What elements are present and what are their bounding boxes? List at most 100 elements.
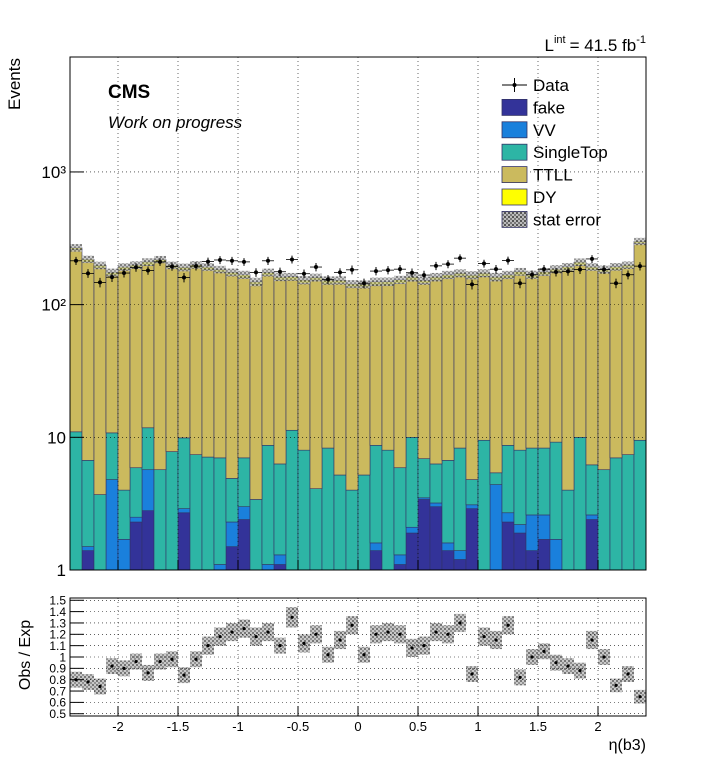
histogram-bar bbox=[273, 554, 287, 565]
histogram-bar bbox=[381, 449, 395, 570]
histogram-bar bbox=[225, 546, 239, 570]
stat-error-band bbox=[286, 272, 298, 281]
data-point bbox=[158, 259, 162, 264]
ratio-point bbox=[518, 675, 522, 680]
histogram-bar bbox=[465, 479, 479, 506]
ratio-point bbox=[302, 641, 306, 645]
histogram-bar bbox=[105, 479, 119, 570]
data-point bbox=[458, 256, 462, 261]
histogram-bar bbox=[465, 504, 479, 509]
ratio-point bbox=[326, 653, 330, 657]
y-tick-label: 0.5 bbox=[49, 707, 66, 721]
stat-error-band bbox=[250, 277, 262, 287]
histogram-bar bbox=[453, 550, 467, 560]
histogram-bar bbox=[405, 532, 419, 570]
x-tick-label: 2 bbox=[594, 719, 601, 734]
ratio-point bbox=[254, 634, 258, 639]
histogram-bar bbox=[441, 550, 455, 570]
histogram-bar bbox=[525, 550, 539, 570]
data-point bbox=[614, 281, 618, 286]
stat-error-band bbox=[394, 275, 406, 285]
x-tick-label: 0 bbox=[354, 719, 361, 734]
data-point bbox=[230, 258, 234, 263]
histogram-bar bbox=[93, 267, 107, 495]
histogram-bar bbox=[153, 261, 167, 471]
histogram-bar bbox=[525, 447, 539, 516]
histogram-bar bbox=[633, 439, 646, 570]
ratio-point bbox=[410, 646, 414, 650]
x-tick-label: 1 bbox=[474, 719, 481, 734]
legend-swatch bbox=[501, 166, 528, 184]
histogram-bar bbox=[393, 467, 407, 556]
lumi-text: = 41.5 fb bbox=[570, 36, 637, 55]
histogram-bar bbox=[261, 564, 275, 570]
stat-error-band bbox=[430, 272, 442, 282]
ratio-point bbox=[134, 659, 138, 664]
histogram-bar bbox=[225, 521, 239, 547]
data-point bbox=[554, 270, 558, 275]
legend-label: DY bbox=[533, 188, 557, 207]
histogram-bar bbox=[213, 564, 227, 570]
histogram-bar bbox=[429, 279, 443, 465]
x-tick-label: -1.5 bbox=[167, 719, 189, 734]
data-point bbox=[254, 270, 258, 275]
histogram-bar bbox=[177, 269, 191, 439]
histogram-bar bbox=[225, 478, 239, 523]
data-point bbox=[602, 267, 606, 272]
data-point bbox=[74, 258, 78, 263]
stat-error-band bbox=[274, 273, 286, 282]
data-point bbox=[386, 268, 390, 273]
stat-error-band bbox=[610, 262, 622, 271]
histogram-bar bbox=[189, 454, 203, 570]
histogram-bar bbox=[81, 550, 95, 570]
histogram-bar bbox=[429, 506, 443, 570]
histogram-bar bbox=[513, 449, 527, 525]
stat-error-band bbox=[634, 237, 646, 246]
histogram-bar bbox=[117, 489, 131, 540]
data-point bbox=[530, 272, 534, 277]
stat-error-band bbox=[310, 273, 322, 282]
y-tick-label: 10² bbox=[41, 296, 66, 315]
ratio-point bbox=[266, 630, 270, 634]
ratio-point bbox=[290, 615, 294, 619]
ratio-point bbox=[638, 695, 642, 699]
histogram-bar bbox=[537, 514, 551, 540]
histogram-bar bbox=[597, 469, 611, 570]
stat-error-band bbox=[418, 276, 430, 285]
data-point bbox=[326, 277, 330, 282]
data-point bbox=[422, 273, 426, 278]
histogram-bar bbox=[141, 265, 155, 429]
histogram-bar bbox=[285, 429, 299, 570]
stat-error-band bbox=[406, 273, 418, 282]
data-point bbox=[182, 275, 186, 280]
histogram-bar bbox=[177, 512, 191, 570]
x-tick-label: 0.5 bbox=[409, 719, 427, 734]
ratio-point bbox=[626, 672, 630, 676]
histogram-bar bbox=[141, 427, 155, 471]
stat-error-band bbox=[454, 269, 466, 278]
histogram-bar bbox=[549, 539, 563, 570]
histogram-bar bbox=[393, 554, 407, 565]
y-tick-label: 0.7 bbox=[49, 684, 66, 698]
stat-error-band bbox=[574, 258, 586, 267]
histogram-bar bbox=[537, 539, 551, 570]
ratio-point bbox=[470, 672, 474, 676]
legend-label: VV bbox=[533, 121, 556, 140]
histogram-bar bbox=[489, 279, 503, 474]
data-point bbox=[410, 270, 414, 275]
histogram-bar bbox=[261, 274, 275, 446]
stat-error-band bbox=[586, 263, 598, 272]
data-point bbox=[626, 272, 630, 277]
stat-error-band bbox=[466, 271, 478, 280]
legend-label: stat error bbox=[533, 210, 601, 229]
histogram-bar bbox=[489, 484, 503, 570]
data-point bbox=[338, 270, 342, 275]
histogram-bar bbox=[429, 502, 443, 507]
data-point bbox=[446, 262, 450, 267]
ratio-point bbox=[386, 630, 390, 634]
histogram-bar bbox=[273, 463, 287, 556]
ratio-point bbox=[230, 630, 234, 634]
data-point bbox=[122, 271, 126, 276]
histogram-bar bbox=[393, 564, 407, 570]
data-point bbox=[314, 265, 318, 270]
